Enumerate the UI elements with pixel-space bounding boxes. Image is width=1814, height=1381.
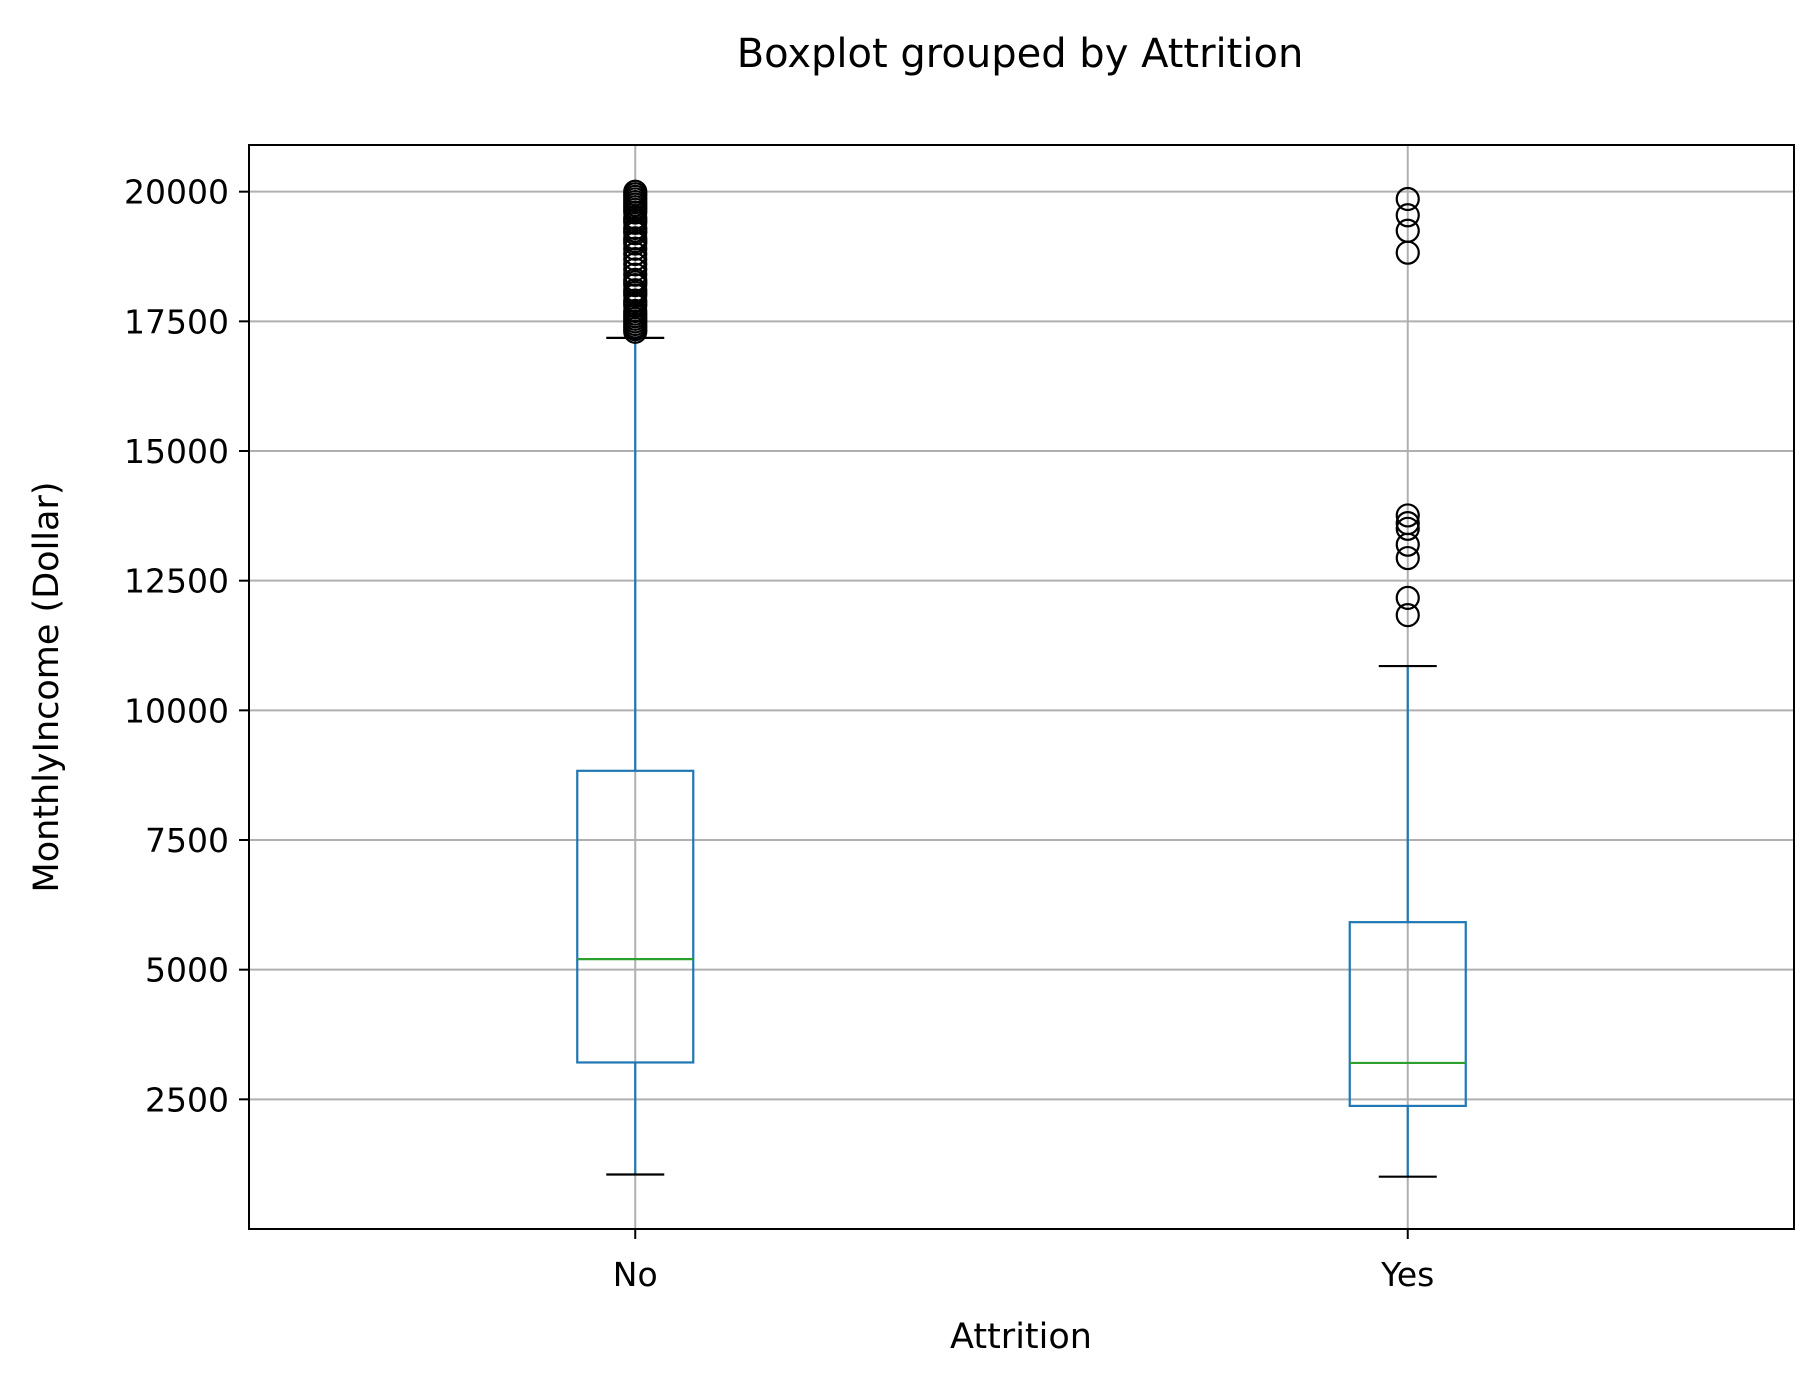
y-tick-label: 20000 [124, 173, 229, 212]
flier-point [1395, 503, 1420, 528]
flier-point [1395, 186, 1420, 212]
y-tick-label: 12500 [124, 562, 229, 601]
box-group-no [576, 179, 695, 1176]
flier-point [623, 215, 648, 241]
y-tick-label: 15000 [124, 432, 229, 471]
flier-point [623, 252, 648, 277]
x-tick-label-no: No [613, 1255, 658, 1294]
flier-point [623, 298, 648, 324]
flier-point [623, 179, 648, 204]
flier-point [623, 247, 648, 272]
box-iqr [576, 769, 695, 1064]
box-iqr [1348, 921, 1467, 1108]
x-tick-label-yes: Yes [1380, 1255, 1434, 1294]
box-group-yes [1348, 186, 1467, 1178]
plot-frame [248, 144, 1795, 1230]
y-tick-label: 17500 [124, 302, 229, 341]
y-tick-label: 7500 [145, 821, 229, 860]
flier-point [1395, 545, 1420, 571]
flier-point [623, 241, 648, 267]
x-axis: No Yes [613, 1229, 1434, 1294]
flier-point [623, 262, 648, 287]
y-tick-label: 2500 [145, 1080, 229, 1119]
flier-point [623, 267, 648, 292]
flier-point [623, 288, 648, 313]
y-tick-label: 10000 [124, 691, 229, 730]
flier-point [623, 278, 648, 303]
flier-point [1395, 516, 1420, 541]
flier-point [1395, 218, 1420, 243]
boxes [576, 179, 1467, 1178]
flier-point [1395, 511, 1420, 536]
flier-point [1395, 203, 1420, 228]
x-axis-label: Attrition [950, 1317, 1092, 1357]
flier-point [1395, 603, 1420, 628]
flier-point [1395, 585, 1420, 610]
flier-point [623, 257, 648, 282]
y-axis: 2500 5000 7500 10000 12500 15000 17500 20000 [124, 173, 249, 1119]
grid [249, 145, 1794, 1229]
chart-title: Boxplot grouped by Attrition [737, 31, 1304, 77]
y-axis-label: MonthlyIncome (Dollar) [27, 481, 67, 892]
flier-point [623, 205, 648, 230]
flier-point [623, 236, 648, 261]
y-tick-label: 5000 [145, 951, 229, 990]
flier-point [623, 226, 648, 251]
